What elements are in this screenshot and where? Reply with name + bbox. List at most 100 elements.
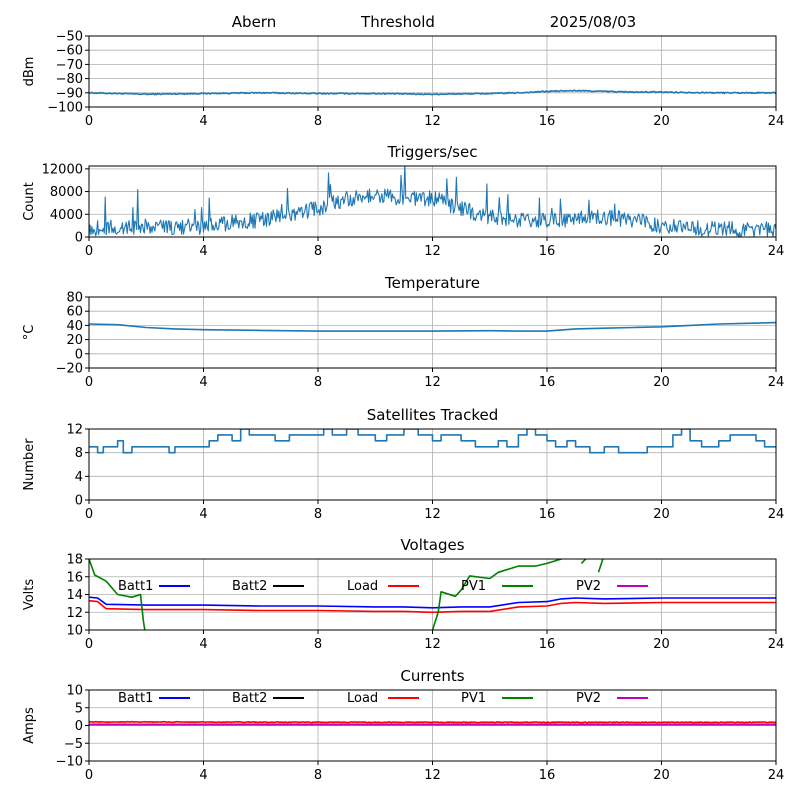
x-tick-label: 4: [199, 637, 207, 652]
x-tick-label: 24: [768, 637, 785, 652]
x-tick-label: 0: [85, 375, 93, 390]
x-tick-label: 0: [85, 114, 93, 129]
x-tick-label: 24: [768, 114, 785, 129]
y-tick-label: 8: [75, 446, 83, 461]
panel-3: 0 4 8 12 16 20 24 0 4 8 12 Satellites Tracked Number: [22, 406, 784, 522]
x-tick-label: 24: [768, 507, 785, 522]
x-tick-label: 24: [768, 244, 785, 259]
x-tick-label: 12: [424, 375, 441, 390]
panel-4: 0 4 8 12 16 20 24 10 12 14 16 18 Voltages Volts Batt1 B…: [22, 536, 784, 652]
y-tick-label: 0: [75, 719, 83, 734]
y-axis-label: Volts: [22, 579, 37, 611]
legend-label: PV1: [461, 579, 486, 594]
y-tick-label: −80: [56, 72, 83, 87]
series-line: [89, 559, 604, 630]
station-name: Abern: [232, 13, 276, 31]
x-tick-label: 20: [653, 637, 670, 652]
x-tick-label: 16: [539, 114, 556, 129]
legend-label: Load: [347, 691, 378, 706]
y-tick-label: 14: [66, 588, 83, 603]
x-tick-label: 4: [199, 244, 207, 259]
x-tick-label: 4: [199, 114, 207, 129]
header: Abern Threshold 2025/08/03: [232, 13, 636, 31]
x-tick-label: 12: [424, 244, 441, 259]
y-tick-label: 60: [66, 305, 83, 320]
legend-label: PV2: [576, 691, 601, 706]
x-tick-label: 0: [85, 507, 93, 522]
y-tick-label: 4000: [50, 208, 83, 223]
y-axis-label: dBm: [22, 57, 37, 87]
x-tick-label: 16: [539, 768, 556, 783]
y-tick-label: 12: [66, 423, 83, 438]
x-tick-label: 4: [199, 507, 207, 522]
y-tick-label: −100: [47, 101, 83, 116]
x-tick-label: 24: [768, 768, 785, 783]
y-tick-label: 10: [66, 684, 83, 699]
x-tick-label: 8: [314, 637, 322, 652]
x-tick-label: 24: [768, 375, 785, 390]
legend-label: PV1: [461, 691, 486, 706]
series-line: [89, 429, 776, 454]
y-tick-label: −5: [64, 737, 83, 752]
y-tick-label: 18: [66, 553, 83, 568]
y-tick-label: 16: [66, 570, 83, 585]
x-tick-label: 20: [653, 768, 670, 783]
x-tick-label: 0: [85, 244, 93, 259]
x-tick-label: 0: [85, 768, 93, 783]
x-tick-label: 8: [314, 244, 322, 259]
y-tick-label: 0: [75, 494, 83, 509]
x-tick-label: 20: [653, 375, 670, 390]
panel-title: Satellites Tracked: [367, 406, 498, 424]
y-tick-label: 5: [75, 701, 83, 716]
x-tick-label: 12: [424, 637, 441, 652]
legend-label: Load: [347, 579, 378, 594]
x-tick-label: 20: [653, 114, 670, 129]
y-tick-label: 40: [66, 319, 83, 334]
y-tick-label: −60: [56, 44, 83, 59]
y-tick-label: −10: [56, 755, 83, 770]
y-tick-label: 0: [75, 347, 83, 362]
x-tick-label: 16: [539, 244, 556, 259]
legend-label: PV2: [576, 579, 601, 594]
legend-label: Batt1: [118, 579, 153, 594]
y-tick-label: −90: [56, 86, 83, 101]
y-tick-label: 20: [66, 333, 83, 348]
series-line: [89, 596, 776, 609]
y-tick-label: −70: [56, 58, 83, 73]
x-tick-label: 16: [539, 507, 556, 522]
y-tick-label: −20: [56, 362, 83, 377]
panel-title: Currents: [400, 667, 464, 685]
panel-title: Temperature: [384, 274, 480, 292]
x-tick-label: 4: [199, 768, 207, 783]
date-label: 2025/08/03: [550, 13, 636, 31]
series-line: [89, 89, 776, 96]
x-tick-label: 16: [539, 375, 556, 390]
y-tick-label: 12: [66, 606, 83, 621]
y-tick-label: 12000: [42, 162, 83, 177]
x-tick-label: 0: [85, 637, 93, 652]
y-axis-label: °C: [22, 325, 37, 341]
legend-label: Batt1: [118, 691, 153, 706]
y-axis-label: Count: [22, 182, 37, 221]
x-tick-label: 20: [653, 507, 670, 522]
x-tick-label: 8: [314, 114, 322, 129]
series-line: [89, 321, 776, 332]
y-tick-label: 0: [75, 231, 83, 246]
series-line: [89, 720, 776, 724]
y-axis-label: Amps: [22, 707, 37, 744]
legend-label: Batt2: [232, 691, 267, 706]
panel-5: 0 4 8 12 16 20 24 10 5 0 −5 −10 Currents Amps Batt1 Bat…: [22, 667, 784, 783]
panel-1: 0 4 8 12 16 20 24 0 4000 8000 12000 Triggers/sec Cou…: [22, 143, 784, 259]
series-line: [89, 599, 776, 614]
mode-label: Threshold: [360, 13, 435, 31]
x-tick-label: 12: [424, 114, 441, 129]
y-tick-label: 4: [75, 470, 83, 485]
series-line: [89, 166, 776, 237]
x-tick-label: 20: [653, 244, 670, 259]
panel-title: Triggers/sec: [387, 143, 478, 161]
legend-label: Batt2: [232, 579, 267, 594]
panel-0: 0 4 8 12 16 20 24 −50−60−70−80−90−100 dBm: [22, 30, 784, 130]
y-tick-label: 10: [66, 624, 83, 639]
